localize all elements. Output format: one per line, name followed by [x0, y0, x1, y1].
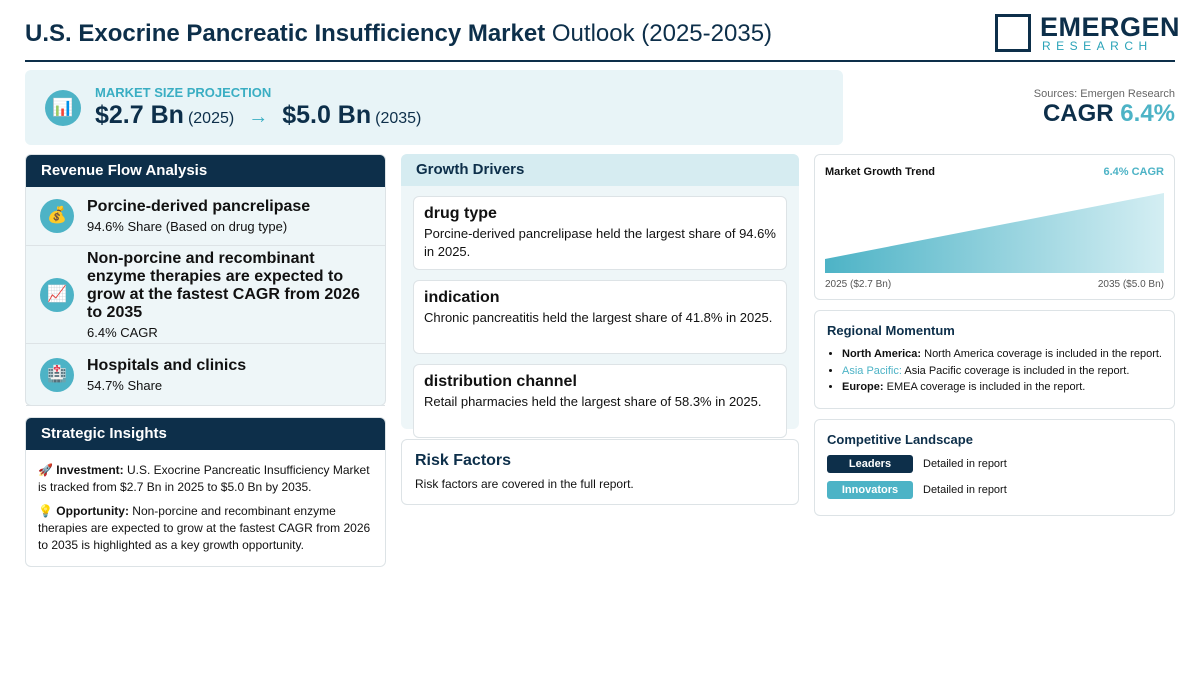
- revenue-icon: 🏥: [40, 357, 74, 392]
- trend-cagr: 6.4% CAGR: [1103, 166, 1164, 178]
- trend-card: Market Growth Trend 6.4% CAGR 2025 ($2.7…: [814, 154, 1175, 300]
- title-rest: Outlook (2025-2035): [551, 20, 773, 47]
- logo-name: EMERGEN: [1040, 12, 1181, 42]
- risk-text: Risk factors are covered in the full rep…: [415, 477, 634, 491]
- insights-title: Strategic Insights: [26, 418, 385, 450]
- trend-end-label: 2035 ($5.0 Bn): [1098, 279, 1164, 290]
- growth-drivers-title: Growth Drivers: [401, 154, 799, 186]
- competitor-badge: Innovators: [827, 481, 913, 499]
- insight-text: Non-porcine and recombinant enzyme thera…: [38, 504, 371, 552]
- end-value: $5.0 Bn: [282, 101, 372, 129]
- end-year: (2035): [375, 110, 422, 127]
- market-size-label: MARKET SIZE PROJECTION: [95, 85, 272, 100]
- revenue-flow-card: Revenue Flow Analysis 💰 Porcine-derived pa…: [25, 154, 386, 406]
- revenue-text: Non-porcine and recombinant enzyme thera…: [87, 250, 371, 340]
- region-item: North America: North America coverage is…: [842, 346, 1162, 363]
- source: Sources: Emergen Research: [1033, 88, 1175, 100]
- risk-title: Risk Factors: [415, 452, 512, 469]
- region-text: North America coverage is included in th…: [924, 348, 1162, 360]
- insight-text: U.S. Exocrine Pancreatic Insufficiency M…: [38, 463, 370, 494]
- region-item: Asia Pacific: Asia Pacific coverage is i…: [842, 363, 1162, 380]
- title-bold: U.S. Exocrine Pancreatic Insufficiency M…: [25, 20, 546, 47]
- start-year: (2025): [187, 110, 235, 127]
- revenue-icon: 💰: [40, 199, 74, 233]
- revenue-text: Porcine-derived pancrelipase 94.6% Share …: [87, 198, 310, 234]
- competitor-badge: Leaders: [827, 455, 913, 473]
- start-value: $2.7 Bn: [95, 101, 184, 129]
- competitor-text: Detailed in report: [923, 484, 1007, 496]
- revenue-flow-title: Revenue Flow Analysis: [26, 155, 385, 187]
- driver-text: Porcine-derived pancrelipase held the la…: [424, 226, 776, 259]
- cagr-label: CAGR: [1042, 100, 1114, 127]
- driver: drug type Porcine-derived pancrelipase he…: [413, 196, 787, 270]
- market-size-panel: [25, 70, 843, 145]
- driver-title: distribution channel: [424, 373, 577, 390]
- cagr: CAGR 6.4%: [1043, 100, 1175, 128]
- regional-title: Regional Momentum: [827, 323, 955, 338]
- competitor-text: Detailed in report: [923, 458, 1007, 470]
- market-size-values: $2.7 Bn (2025) → $5.0 Bn (2035): [95, 101, 427, 130]
- logo-mark: [995, 14, 1031, 52]
- insight-icon: 💡: [38, 504, 53, 518]
- insight-icon: 🚀: [38, 463, 53, 477]
- revenue-item: 📈 Non-porcine and recombinant enzyme ther…: [26, 246, 385, 344]
- header-rule: [25, 60, 1175, 62]
- growth-drivers-card: Growth Drivers drug type Porcine-derived p…: [401, 154, 799, 438]
- driver: distribution channel Retail pharmacies he…: [413, 364, 787, 438]
- competitor-row: Leaders Detailed in report: [827, 455, 1162, 473]
- driver-title: drug type: [424, 205, 497, 222]
- insight-label: Opportunity:: [56, 504, 129, 518]
- page-title: U.S. Exocrine Pancreatic Insufficiency M…: [25, 20, 772, 48]
- risk-card: Risk Factors Risk factors are covered in …: [401, 439, 799, 505]
- insight-label: Investment:: [56, 463, 124, 477]
- region-name: North America:: [842, 348, 922, 360]
- revenue-item-title: Porcine-derived pancrelipase: [87, 198, 311, 215]
- revenue-item: 💰 Porcine-derived pancrelipase 94.6% Share…: [26, 187, 385, 246]
- competitive-card: Competitive Landscape Leaders Detailed in …: [814, 419, 1175, 516]
- revenue-item-detail: 6.4% CAGR: [87, 324, 158, 340]
- arrow: →: [248, 106, 269, 128]
- regional-card: Regional Momentum North America: North Am…: [814, 310, 1175, 409]
- trend-title: Market Growth Trend: [825, 166, 935, 178]
- insight: 🚀 Investment: U.S. Exocrine Pancreatic I…: [26, 462, 385, 496]
- competitor-row: Innovators Detailed in report: [827, 481, 1162, 499]
- logo-sub: RESEARCH: [1042, 39, 1153, 53]
- insights-card: Strategic Insights 🚀 Investment: U.S. Exo…: [25, 417, 386, 567]
- driver: indication Chronic pancreatitis held the …: [413, 280, 787, 354]
- revenue-item-detail: 54.7% Share: [87, 377, 163, 393]
- competitive-title: Competitive Landscape: [827, 432, 973, 447]
- region-text: EMEA coverage is included in the report.: [886, 381, 1086, 393]
- trend-chart: Market Growth Trend 6.4% CAGR 2025 ($2.7…: [825, 166, 1164, 290]
- revenue-item-detail: 94.6% Share (Based on drug type): [87, 219, 288, 234]
- trend-start-label: 2025 ($2.7 Bn): [825, 279, 891, 290]
- trend-area: [825, 193, 1164, 273]
- market-size-icon: 📊: [45, 90, 81, 126]
- revenue-text: Hospitals and clinics 54.7% Share: [87, 357, 246, 393]
- cagr-value: 6.4%: [1120, 100, 1175, 127]
- revenue-item-title: Hospitals and clinics: [87, 356, 247, 374]
- region-text: Asia Pacific coverage is included in the…: [904, 364, 1130, 377]
- region-name: Asia Pacific:: [842, 364, 902, 377]
- driver-text: Chronic pancreatitis held the largest sh…: [424, 310, 773, 325]
- region-name: Europe:: [842, 381, 884, 393]
- driver-text: Retail pharmacies held the largest share…: [424, 394, 762, 409]
- region-item: Europe: EMEA coverage is included in the…: [842, 379, 1162, 396]
- revenue-item-title: Non-porcine and recombinant enzyme thera…: [87, 249, 360, 321]
- revenue-item: 🏥 Hospitals and clinics 54.7% Share: [26, 344, 385, 406]
- insight: 💡 Opportunity: Non-porcine and recombina…: [26, 503, 385, 554]
- driver-title: indication: [424, 289, 500, 306]
- revenue-icon: 📈: [40, 277, 74, 312]
- regional-list: North America: North America coverage is…: [827, 346, 1162, 396]
